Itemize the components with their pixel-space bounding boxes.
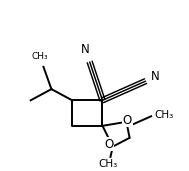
Text: O: O — [104, 138, 113, 151]
Text: CH₃: CH₃ — [98, 159, 118, 169]
Text: N: N — [81, 43, 89, 56]
Text: N: N — [151, 70, 160, 83]
Text: CH₃: CH₃ — [154, 110, 174, 120]
Text: O: O — [123, 114, 132, 127]
Text: CH₃: CH₃ — [31, 52, 48, 61]
